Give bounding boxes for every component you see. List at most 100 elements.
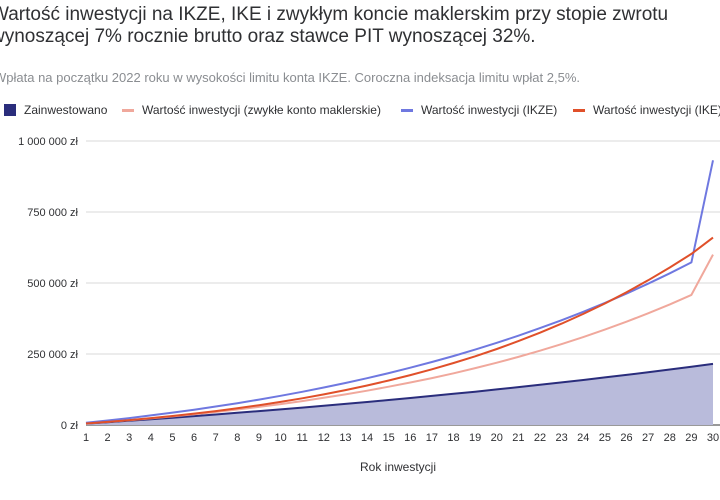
data-point	[647, 371, 649, 373]
data-point	[301, 407, 303, 409]
data-point	[712, 237, 714, 239]
data-point	[193, 413, 195, 415]
x-tick-label: 14	[361, 432, 373, 444]
x-tick-label: 18	[447, 432, 459, 444]
x-tick-label: 1	[83, 432, 89, 444]
data-point	[539, 327, 541, 329]
x-tick-label: 25	[599, 432, 611, 444]
data-point	[453, 393, 455, 395]
data-point	[583, 313, 585, 315]
data-point	[496, 389, 498, 391]
y-tick-label: 750 000 zł	[27, 207, 78, 219]
legend-swatch-konto-maklerskie	[122, 108, 134, 112]
data-point	[172, 415, 174, 417]
data-point	[237, 408, 239, 410]
x-tick-label: 11	[296, 432, 307, 444]
data-point	[518, 356, 520, 358]
data-point	[691, 366, 693, 368]
data-point	[669, 267, 671, 269]
legend-item-konto-maklerskie[interactable]: Wartość inwestycji (zwykłe konto maklers…	[122, 103, 381, 117]
data-point	[366, 401, 368, 403]
data-point	[561, 382, 563, 384]
data-point	[453, 373, 455, 375]
data-point	[128, 417, 130, 419]
data-point	[128, 419, 130, 421]
data-point	[215, 410, 217, 412]
data-point	[323, 397, 325, 399]
data-point	[539, 350, 541, 352]
legend-swatch-ikze	[401, 108, 413, 112]
x-tick-label: 8	[234, 432, 240, 444]
data-point	[215, 414, 217, 416]
data-point	[691, 253, 693, 255]
data-point	[669, 273, 671, 275]
legend-item-ikze[interactable]: Wartość inwestycji (IKZE)	[401, 103, 557, 117]
x-tick-label: 30	[707, 432, 719, 444]
x-tick-label: 4	[148, 432, 154, 444]
x-tick-label: 26	[620, 432, 632, 444]
line-series-3	[85, 236, 714, 425]
x-tick-label: 10	[274, 432, 286, 444]
data-point	[647, 283, 649, 285]
x-tick-label: 17	[426, 432, 438, 444]
data-point	[604, 303, 606, 305]
x-tick-label: 5	[169, 432, 175, 444]
legend-item-ike[interactable]: Wartość inwestycji (IKE)	[573, 103, 720, 117]
x-tick-label: 28	[664, 432, 676, 444]
y-tick-label: 1 000 000 zł	[18, 136, 78, 148]
data-point	[85, 423, 87, 425]
x-tick-label: 24	[577, 432, 589, 444]
data-point	[366, 377, 368, 379]
legend-label-zainwestowano: Zainwestowano	[24, 103, 108, 117]
data-point	[193, 409, 195, 411]
data-point	[431, 369, 433, 371]
data-point	[215, 406, 217, 408]
data-point	[323, 387, 325, 389]
x-tick-label: 6	[191, 432, 197, 444]
area-series-0	[86, 363, 713, 425]
data-point	[669, 304, 671, 306]
data-point	[258, 399, 260, 401]
data-point	[712, 254, 714, 256]
data-point	[150, 417, 152, 419]
data-point	[258, 404, 260, 406]
x-axis-title: Rok inwestycji	[360, 460, 436, 474]
data-point	[518, 340, 520, 342]
data-point	[518, 386, 520, 388]
data-point	[193, 415, 195, 417]
x-tick-label: 21	[512, 432, 524, 444]
x-tick-label: 20	[491, 432, 503, 444]
data-point	[301, 398, 303, 400]
data-point	[474, 391, 476, 393]
data-point	[691, 294, 693, 296]
data-point	[388, 380, 390, 382]
legend-swatch-ike	[573, 108, 585, 112]
y-tick-label: 250 000 zł	[27, 349, 78, 361]
data-point	[474, 367, 476, 369]
legend-item-zainwestowano[interactable]: Zainwestowano	[4, 103, 107, 117]
data-point	[280, 403, 282, 405]
data-point	[496, 348, 498, 350]
data-point	[561, 343, 563, 345]
data-point	[366, 390, 368, 392]
data-point	[583, 379, 585, 381]
x-tick-label: 15	[383, 432, 395, 444]
data-point	[561, 323, 563, 325]
legend-swatch-zainwestowano	[4, 104, 16, 116]
data-point	[388, 386, 390, 388]
data-point	[345, 389, 347, 391]
data-point	[258, 406, 260, 408]
data-point	[301, 391, 303, 393]
legend-label-ike: Wartość inwestycji (IKE)	[593, 103, 720, 117]
x-tick-label: 7	[213, 432, 219, 444]
data-point	[474, 356, 476, 358]
data-point	[410, 382, 412, 384]
data-point	[712, 160, 714, 162]
data-point	[323, 405, 325, 407]
x-tick-label: 27	[642, 432, 654, 444]
data-point	[388, 372, 390, 374]
data-point	[712, 363, 714, 365]
x-tick-label: 22	[534, 432, 546, 444]
data-point	[583, 311, 585, 313]
